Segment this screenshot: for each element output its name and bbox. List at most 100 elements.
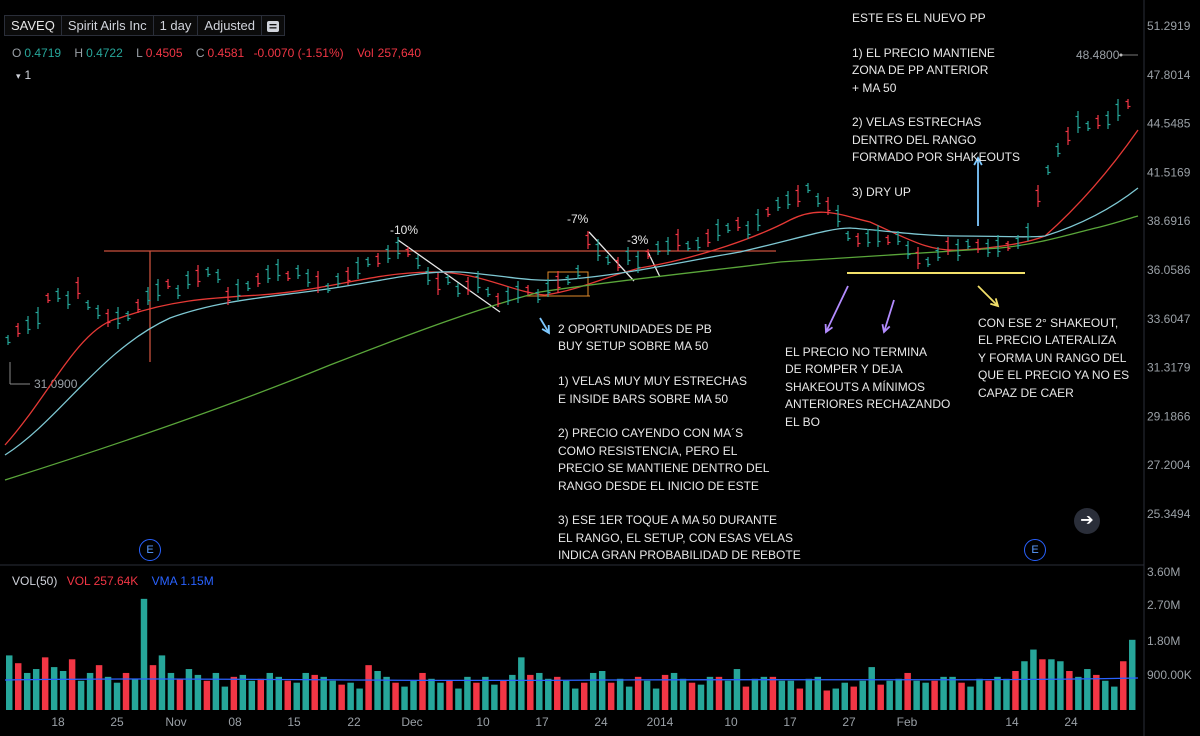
layer-toggle[interactable]: ▾ 1 [16,68,31,82]
interval-selector[interactable]: 1 day [152,14,199,36]
time-tick-label: 22 [347,715,361,729]
ohlc-readout: O 0.4719 H 0.4722 L 0.4505 C 0.4581 -0.0070 … [12,46,421,60]
volume-bar [221,686,229,710]
volume-bar [275,676,282,710]
volume-bar [140,598,148,710]
earnings-marker[interactable]: E [139,539,161,561]
price-tick-label: 38.6916 [1147,214,1191,228]
volume-bar [724,680,732,710]
price-tick-label: 36.0586 [1147,263,1191,277]
volume-bar [1075,676,1082,710]
volume-bar [1039,659,1046,710]
volume-bar [1102,680,1109,710]
drawn-lines [104,231,1025,362]
volume-bar [482,676,489,710]
volume-bar [14,663,22,710]
volume-label: Vol [356,46,374,60]
time-tick-label: Nov [165,715,186,729]
volume-bar [320,676,327,710]
volume-bar [850,686,857,710]
open-label: O [12,46,22,60]
moving-averages [4,129,1139,481]
time-tick-label: 10 [724,715,738,729]
price-tick-label: 47.8014 [1147,68,1191,82]
note-pb-setup: 2 OPORTUNIDADES DE PB BUY SETUP SOBRE MA… [558,322,801,563]
volume-bar [985,680,992,710]
arrow-lateral-head [990,298,1000,308]
volume-bar [670,672,678,710]
volume-bar [293,682,300,710]
candles [5,99,1131,345]
volume-bar [751,678,759,710]
adjustment-toggle[interactable]: Adjusted [197,14,262,36]
close-value: 0.4581 [207,46,245,60]
volume-tick-label: 2.70M [1147,598,1180,612]
volume-tick-label: 3.60M [1147,565,1180,579]
volume-bar [41,657,49,710]
time-tick-label: 25 [110,715,124,729]
volume-bar [428,678,435,710]
volume-bar [814,676,822,710]
symbol-name[interactable]: Spirit Airls Inc [60,14,154,36]
volume-bar [383,676,390,710]
price-tick-label: 29.1866 [1147,409,1191,423]
volume-bar [823,690,831,710]
volume-bar [509,674,516,710]
volume-bar [760,676,768,710]
arrow-right-icon: ➔ [1080,512,1094,529]
volume-bar [580,682,588,710]
ma-50-line [4,215,1139,481]
volume-bar [284,680,291,710]
volume-bar [706,676,714,710]
volume-bar [536,672,543,710]
volume-bar [347,682,354,710]
volume-bar [104,676,112,710]
volume-bar [859,680,866,710]
time-tick-label: 2014 [647,715,674,729]
volume-bar [1003,678,1010,710]
volume-bar [338,684,345,710]
volume-value: 257,640 [377,46,422,60]
volume-bar [1120,661,1127,710]
note-lateral: CON ESE 2° SHAKEOUT, EL PRECIO LATERALIZ… [978,316,1130,400]
volume-bar [50,667,58,710]
volume-bar [742,686,750,710]
drawdown-line-1 [397,239,501,313]
volume-bar [230,676,238,710]
time-axis: 18 25 Nov 08 15 22 Dec 10 17 24 2014 10 17 27 Feb 14 24 [51,715,1078,729]
pct-label-2: -7% [567,212,589,226]
volume-bar [1111,686,1118,710]
volume-tick-label: 900.00K [1147,668,1192,682]
list-icon[interactable] [261,14,285,36]
volume-bar [356,688,363,710]
volume-bar [554,676,561,710]
volume-bar [437,682,444,710]
note-new-pp: ESTE ES EL NUEVO PP 1) EL PRECIO MANTIEN… [852,11,1021,200]
symbol-ticker[interactable]: SAVEQ [4,14,62,36]
earnings-marker[interactable]: E [1024,539,1046,561]
price-tick-label: 31.3179 [1147,361,1191,375]
volume-bar [913,680,920,710]
volume-bar [1066,671,1073,710]
vma-indicator-value: VMA 1.15M [151,574,214,588]
time-tick-label: 10 [476,715,490,729]
volume-bar [455,688,462,710]
volume-bar [257,678,265,710]
scroll-to-realtime-button[interactable]: ➔ [1074,508,1100,534]
time-tick-label: 08 [228,715,242,729]
volume-bar [365,665,372,710]
volume-bar [877,684,884,710]
volume-bar [598,671,606,710]
pct-label-1: -10% [390,223,419,237]
volume-bar [563,680,570,710]
price-tick-label: 41.5169 [1147,165,1191,179]
volume-bar [895,678,902,710]
arrow-shakeout-2 [883,299,895,333]
volume-bar [589,672,597,710]
arrow-shakeout-1-head [824,323,834,334]
volume-bar [805,678,813,710]
volume-bar [491,684,498,710]
arrow-shakeout-2-head [881,323,891,334]
volume-bar [922,682,929,710]
